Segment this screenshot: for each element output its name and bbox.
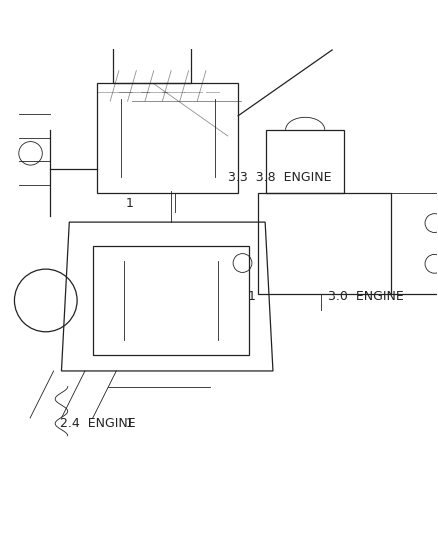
Text: 3.0  ENGINE: 3.0 ENGINE (328, 290, 403, 303)
Text: 1: 1 (125, 417, 133, 430)
Text: 2.4  ENGINE: 2.4 ENGINE (60, 417, 136, 430)
Text: 3.3  3.8  ENGINE: 3.3 3.8 ENGINE (228, 171, 331, 184)
Text: 1: 1 (125, 197, 133, 210)
Text: 1: 1 (247, 290, 255, 303)
